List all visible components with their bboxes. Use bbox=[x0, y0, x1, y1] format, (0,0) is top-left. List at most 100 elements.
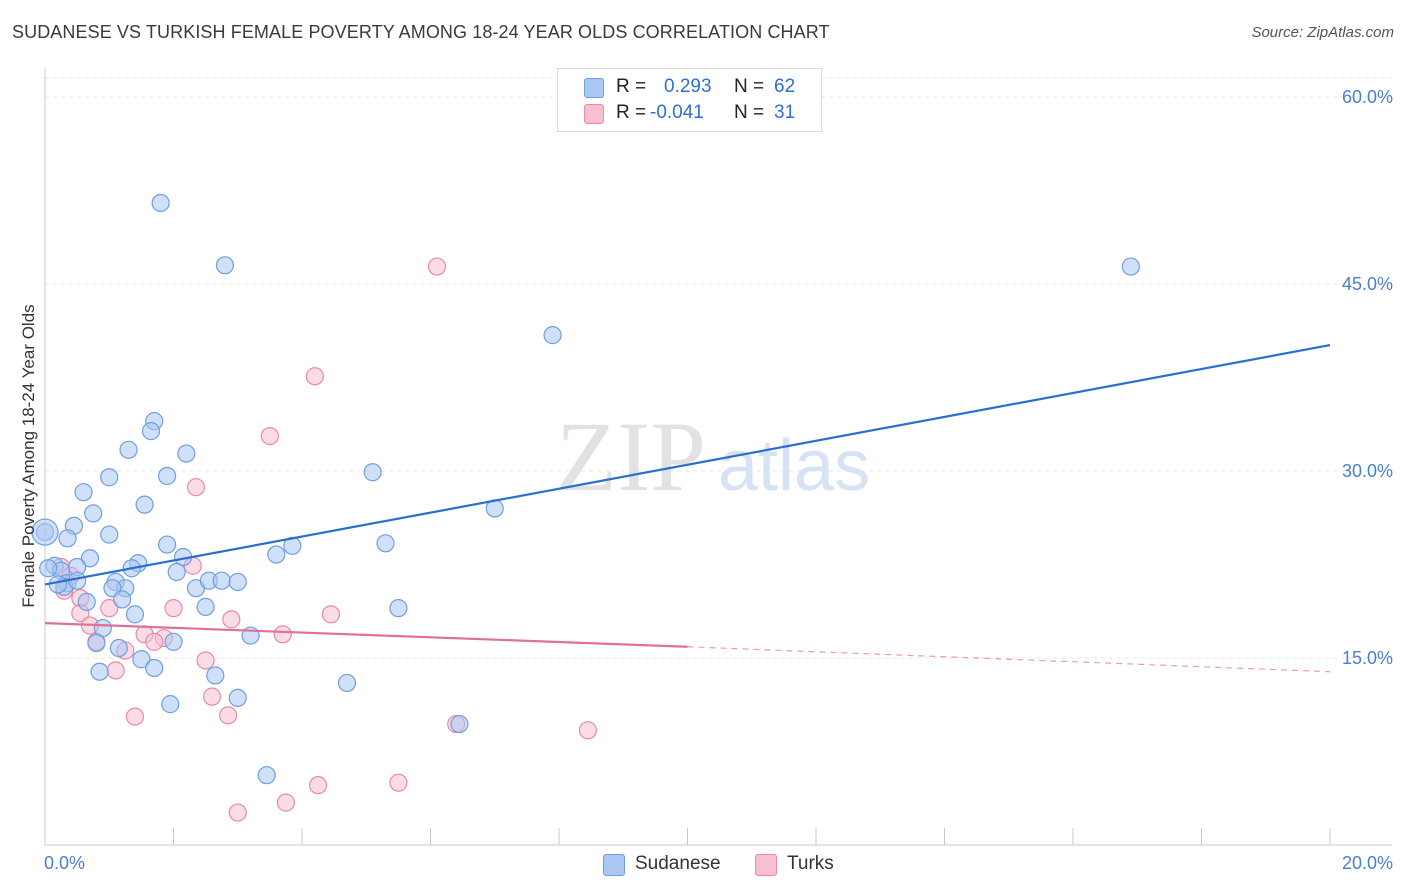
watermark: ZIP atlas bbox=[556, 401, 870, 512]
turks-point bbox=[228, 803, 247, 822]
sudanese-point bbox=[228, 572, 247, 592]
y-tick-label: 15.0% bbox=[1342, 648, 1393, 668]
x-tick-label: 20.0% bbox=[1342, 853, 1393, 873]
legend-n-label: N = bbox=[734, 76, 765, 97]
sudanese-point bbox=[74, 483, 93, 502]
sudanese-point bbox=[87, 633, 106, 653]
turks-point bbox=[427, 257, 447, 276]
source-label: Source: ZipAtlas.com bbox=[1251, 24, 1394, 41]
sudanese-point bbox=[77, 592, 96, 612]
sudanese-point bbox=[125, 605, 145, 624]
sudanese-point bbox=[157, 466, 177, 486]
sudanese-point bbox=[164, 632, 183, 651]
axes bbox=[44, 68, 1392, 846]
legend-swatch-turks bbox=[755, 854, 777, 876]
grid-lines bbox=[45, 77, 1392, 659]
turks-point bbox=[276, 793, 296, 812]
legend-r-value: -0.041 bbox=[650, 102, 704, 123]
turks-point bbox=[321, 605, 341, 624]
legend-swatch-sudanese bbox=[603, 854, 625, 876]
turks-point bbox=[222, 610, 241, 629]
turks-point bbox=[145, 632, 164, 651]
sudanese-point bbox=[228, 688, 247, 707]
sudanese-point bbox=[58, 529, 77, 548]
sudanese-point bbox=[39, 559, 58, 578]
sudanese-point bbox=[132, 650, 151, 669]
sudanese-point bbox=[48, 575, 67, 594]
legend-r-value: 0.293 bbox=[664, 76, 712, 97]
sudanese-point bbox=[112, 590, 132, 609]
turks-trend-line-extrapolated bbox=[687, 646, 1331, 673]
sudanese-point bbox=[145, 658, 164, 678]
turks-point bbox=[273, 625, 292, 644]
sudanese-point bbox=[167, 562, 186, 582]
sudanese-point bbox=[1121, 257, 1140, 276]
sudanese-points bbox=[31, 193, 1140, 785]
sudanese-point bbox=[80, 549, 100, 568]
y-tick-label: 30.0% bbox=[1342, 461, 1393, 481]
legend-n-label: N = bbox=[734, 102, 765, 123]
sudanese-point bbox=[206, 666, 225, 685]
legend-n-value: 31 bbox=[774, 102, 796, 123]
turks-point bbox=[202, 687, 222, 706]
sudanese-point bbox=[450, 714, 469, 734]
y-axis-label: Female Poverty Among 18-24 Year Olds bbox=[19, 304, 38, 607]
sudanese-point bbox=[109, 638, 128, 658]
y-tick-labels: 15.0% 30.0% 45.0% 60.0% bbox=[1342, 87, 1393, 668]
stats-legend: R = 0.293 N = 62 R = -0.041 N = 31 bbox=[557, 68, 822, 132]
legend-swatch-sudanese bbox=[584, 78, 604, 98]
turks-point bbox=[219, 706, 238, 725]
x-tick-label: 0.0% bbox=[44, 853, 85, 873]
sudanese-point bbox=[212, 571, 231, 590]
y-tick-label: 45.0% bbox=[1342, 274, 1393, 294]
sudanese-point bbox=[267, 545, 286, 564]
legend-label-turks: Turks bbox=[787, 853, 834, 874]
turks-point bbox=[186, 478, 206, 497]
sudanese-point bbox=[257, 766, 276, 785]
sudanese-point bbox=[100, 468, 119, 487]
sudanese-point bbox=[157, 535, 177, 554]
turks-point bbox=[260, 426, 279, 446]
sudanese-point bbox=[177, 444, 196, 463]
turks-point bbox=[100, 599, 119, 618]
sudanese-point bbox=[141, 422, 161, 441]
legend-r-label: R = bbox=[616, 102, 647, 123]
trend-lines bbox=[44, 344, 1331, 673]
turks-point bbox=[106, 661, 125, 680]
turks-point bbox=[389, 773, 408, 792]
sudanese-point-large bbox=[31, 518, 59, 546]
sudanese-point bbox=[196, 597, 215, 616]
sudanese-point bbox=[90, 662, 109, 681]
x-tick-labels: 0.0% 20.0% bbox=[44, 853, 1393, 873]
sudanese-point bbox=[363, 463, 382, 482]
sudanese-point bbox=[100, 525, 119, 544]
turks-point bbox=[305, 367, 324, 386]
legend-swatch-turks bbox=[584, 104, 604, 124]
sudanese-point bbox=[151, 193, 170, 213]
turks-point bbox=[196, 651, 215, 670]
watermark-zip: ZIP bbox=[556, 401, 706, 512]
legend-label-sudanese: Sudanese bbox=[635, 853, 721, 874]
sudanese-point bbox=[68, 571, 87, 590]
legend-n-value: 62 bbox=[774, 76, 796, 97]
sudanese-point bbox=[135, 495, 154, 514]
legend-r-label: R = bbox=[616, 76, 647, 97]
turks-point bbox=[578, 721, 598, 740]
turks-points bbox=[51, 257, 598, 822]
sudanese-point bbox=[215, 256, 234, 275]
turks-point bbox=[125, 707, 145, 726]
turks-point bbox=[164, 599, 183, 618]
sudanese-trend-line bbox=[44, 344, 1331, 586]
sudanese-point bbox=[376, 534, 395, 553]
turks-trend-line bbox=[44, 621, 688, 648]
chart-title: SUDANESE VS TURKISH FEMALE POVERTY AMONG… bbox=[12, 22, 830, 42]
sudanese-point bbox=[161, 695, 180, 714]
y-tick-label: 60.0% bbox=[1342, 87, 1393, 107]
sudanese-point bbox=[337, 673, 357, 693]
sudanese-point bbox=[84, 504, 103, 523]
watermark-atlas: atlas bbox=[718, 426, 870, 506]
turks-point bbox=[308, 776, 328, 795]
sudanese-point bbox=[543, 326, 562, 345]
sudanese-point bbox=[389, 599, 408, 618]
